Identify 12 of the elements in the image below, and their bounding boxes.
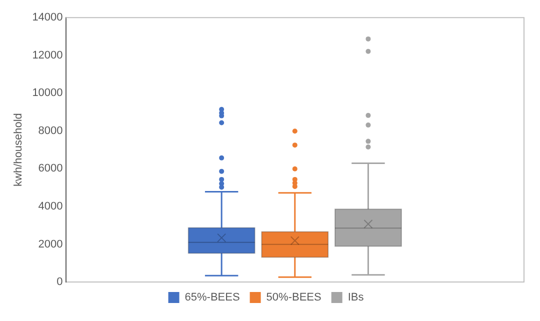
legend-label: IBs bbox=[348, 292, 364, 304]
y-tick-label: 2000 bbox=[38, 238, 63, 250]
legend-label: 50%-BEES bbox=[266, 292, 322, 304]
y-tick-label: 12000 bbox=[32, 49, 63, 62]
y-axis-title: kwh/household bbox=[12, 113, 25, 186]
y-tick-label: 14000 bbox=[32, 12, 63, 24]
legend-label: 65%-BEES bbox=[184, 292, 240, 304]
y-tick-label: 4000 bbox=[38, 200, 63, 212]
y-tick-label: 0 bbox=[56, 276, 63, 288]
y-tick-label: 8000 bbox=[38, 124, 63, 137]
y-tick-label: 6000 bbox=[38, 162, 63, 175]
y-tick-label: 10000 bbox=[32, 87, 63, 100]
